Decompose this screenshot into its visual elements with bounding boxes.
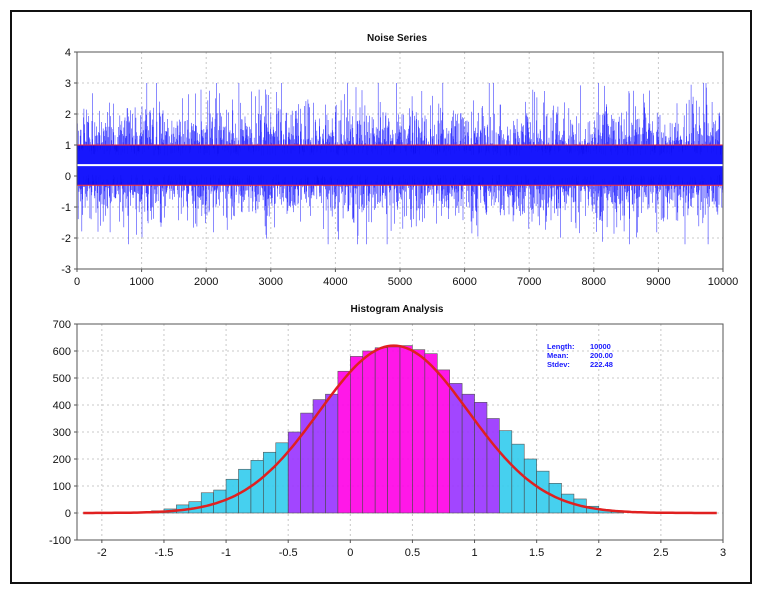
noise-x-tick-label: 0 bbox=[74, 276, 80, 288]
histogram-x-tick-label: -0.5 bbox=[279, 547, 298, 559]
histogram-bar bbox=[374, 347, 388, 514]
stat-label-length: Length: bbox=[547, 342, 575, 351]
histogram-bar bbox=[474, 401, 488, 514]
histogram-bar bbox=[325, 393, 339, 514]
histogram-bar bbox=[436, 369, 450, 514]
histogram-x-tick-label: 0 bbox=[347, 547, 353, 559]
histogram-y-tick-label: 500 bbox=[53, 373, 71, 385]
noise-x-tick-label: 9000 bbox=[646, 276, 670, 288]
noise-x-tick-label: 5000 bbox=[388, 276, 412, 288]
histogram-y-tick-label: 300 bbox=[53, 427, 71, 439]
noise-y-axis: -3 -2 -1 0 1 2 3 4 bbox=[61, 47, 77, 276]
stat-label-stdev: Stdev: bbox=[547, 360, 570, 369]
histogram-bar bbox=[499, 430, 513, 514]
histogram-y-tick-label: 100 bbox=[53, 481, 71, 493]
histogram-y-tick-label: 600 bbox=[53, 346, 71, 358]
histogram-bar bbox=[486, 418, 500, 514]
normal-fit-curve bbox=[83, 344, 717, 515]
histogram-bar bbox=[412, 349, 426, 514]
noise-x-axis: 0 1000 2000 3000 4000 5000 6000 7000 8000 9000 100… bbox=[74, 269, 738, 288]
stat-label-mean: Mean: bbox=[547, 351, 569, 360]
histogram-y-axis: -100 0 100 200 300 400 500 600 700 bbox=[49, 319, 77, 547]
histogram-x-tick-label: 2 bbox=[596, 547, 602, 559]
histogram-panel: Histogram Analysis -100 0 100 200 300 400 500 6… bbox=[49, 304, 726, 559]
stat-value-stdev: 222.48 bbox=[590, 360, 613, 369]
noise-x-tick-label: 2000 bbox=[194, 276, 218, 288]
noise-y-tick-label: 1 bbox=[65, 140, 71, 152]
stat-value-mean: 200.00 bbox=[590, 351, 613, 360]
noise-x-tick-label: 6000 bbox=[452, 276, 476, 288]
histogram-bar bbox=[362, 350, 376, 514]
noise-x-tick-label: 7000 bbox=[517, 276, 541, 288]
histogram-x-tick-label: 3 bbox=[720, 547, 726, 559]
noise-series-title: Noise Series bbox=[367, 33, 427, 44]
histogram-x-axis: -2 -1.5 -1 -0.5 0 0.5 1 1.5 2 2.5 3 bbox=[97, 540, 726, 559]
histogram-title: Histogram Analysis bbox=[351, 304, 444, 315]
noise-series-panel: Noise Series -3 -2 -1 0 1 2 3 4 0 1000 2000 3000 40… bbox=[61, 33, 738, 288]
histogram-x-tick-label: 0.5 bbox=[405, 547, 420, 559]
histogram-stats-box: Length: 10000 Mean: 200.00 Stdev: 222.48 bbox=[547, 342, 613, 369]
histogram-bar bbox=[337, 370, 351, 514]
noise-x-tick-label: 3000 bbox=[259, 276, 283, 288]
histogram-x-tick-label: 2.5 bbox=[653, 547, 668, 559]
noise-x-tick-label: 1000 bbox=[129, 276, 153, 288]
noise-reference-lines bbox=[77, 144, 723, 186]
histogram-x-tick-label: -1 bbox=[221, 547, 231, 559]
histogram-y-tick-label: 200 bbox=[53, 454, 71, 466]
chart-frame: Noise Series -3 -2 -1 0 1 2 3 4 0 1000 2000 3000 40… bbox=[10, 10, 752, 584]
noise-grid bbox=[76, 51, 724, 270]
noise-y-tick-label: 4 bbox=[65, 47, 71, 59]
histogram-y-tick-label: 700 bbox=[53, 319, 71, 331]
noise-y-tick-label: 0 bbox=[65, 171, 71, 183]
histogram-bar bbox=[250, 460, 264, 514]
histogram-y-tick-label: -100 bbox=[49, 535, 71, 547]
noise-y-tick-label: -1 bbox=[61, 202, 71, 214]
histogram-y-tick-label: 0 bbox=[65, 508, 71, 520]
histogram-bar bbox=[387, 346, 401, 514]
noise-x-tick-label: 8000 bbox=[582, 276, 606, 288]
histogram-x-tick-label: 1 bbox=[471, 547, 477, 559]
noise-y-tick-label: 2 bbox=[65, 109, 71, 121]
histogram-bar bbox=[263, 451, 277, 514]
histogram-bar bbox=[449, 383, 463, 514]
noise-x-tick-label: 4000 bbox=[323, 276, 347, 288]
histogram-bars bbox=[151, 345, 624, 514]
histogram-bar bbox=[399, 345, 413, 514]
stat-value-length: 10000 bbox=[590, 342, 611, 351]
histogram-y-tick-label: 400 bbox=[53, 400, 71, 412]
histogram-bar bbox=[350, 356, 364, 514]
histogram-x-tick-label: 1.5 bbox=[529, 547, 544, 559]
noise-y-tick-label: 3 bbox=[65, 78, 71, 90]
noise-y-tick-label: -2 bbox=[61, 233, 71, 245]
histogram-x-tick-label: -1.5 bbox=[154, 547, 173, 559]
histogram-bar bbox=[200, 492, 214, 514]
histogram-bar bbox=[511, 443, 525, 514]
histogram-bar bbox=[424, 353, 438, 514]
noise-x-tick-label: 10000 bbox=[708, 276, 739, 288]
noise-y-tick-label: -3 bbox=[61, 264, 71, 276]
histogram-x-tick-label: -2 bbox=[97, 547, 107, 559]
